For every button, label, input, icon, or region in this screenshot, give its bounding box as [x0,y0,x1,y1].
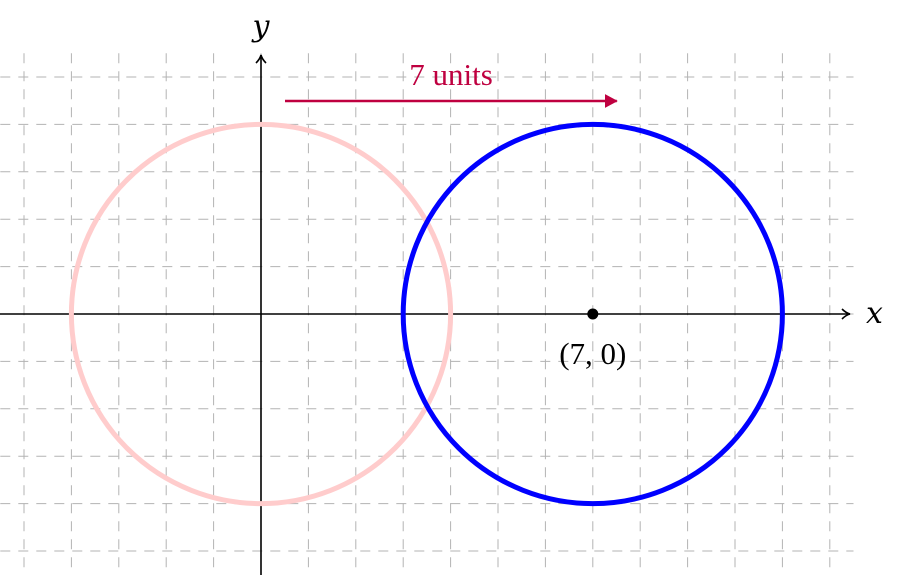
original-circle [68,121,454,507]
translated-circle [400,121,785,507]
y-axis-label: y [251,9,271,44]
x-axis-label: x [866,296,883,331]
center-point [587,308,599,320]
translation-label: 7 units [409,57,493,92]
center-point-label: (7, 0) [559,336,626,371]
